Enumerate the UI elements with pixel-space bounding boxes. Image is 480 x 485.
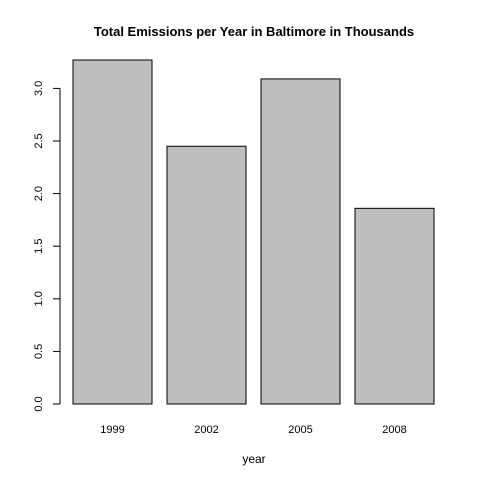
y-axis: 0.0 0.5 1.0 1.5 2.0 2.5 3.0 [33, 81, 61, 412]
bar-2005 [260, 78, 341, 405]
x-category-labels: 1999 2002 2005 2008 [100, 424, 406, 436]
x-category-label: 2005 [288, 424, 312, 436]
x-category-label: 2008 [382, 424, 406, 436]
y-tick-label: 2.5 [33, 133, 45, 148]
x-category-label: 1999 [100, 424, 124, 436]
bars-group [72, 59, 435, 405]
chart-title: Total Emissions per Year in Baltimore in… [94, 24, 414, 39]
y-tick-label: 0.0 [33, 396, 45, 411]
bar-1999 [72, 59, 153, 405]
y-tick-label: 0.5 [33, 344, 45, 359]
y-tick-label: 1.5 [33, 239, 45, 254]
y-tick-label: 1.0 [33, 291, 45, 306]
bar-2002 [166, 145, 247, 405]
x-axis-label: year [242, 452, 265, 466]
y-tick-label: 2.0 [33, 186, 45, 201]
x-category-label: 2002 [194, 424, 218, 436]
y-tick-label: 3.0 [33, 81, 45, 96]
bar-2008 [354, 207, 435, 405]
